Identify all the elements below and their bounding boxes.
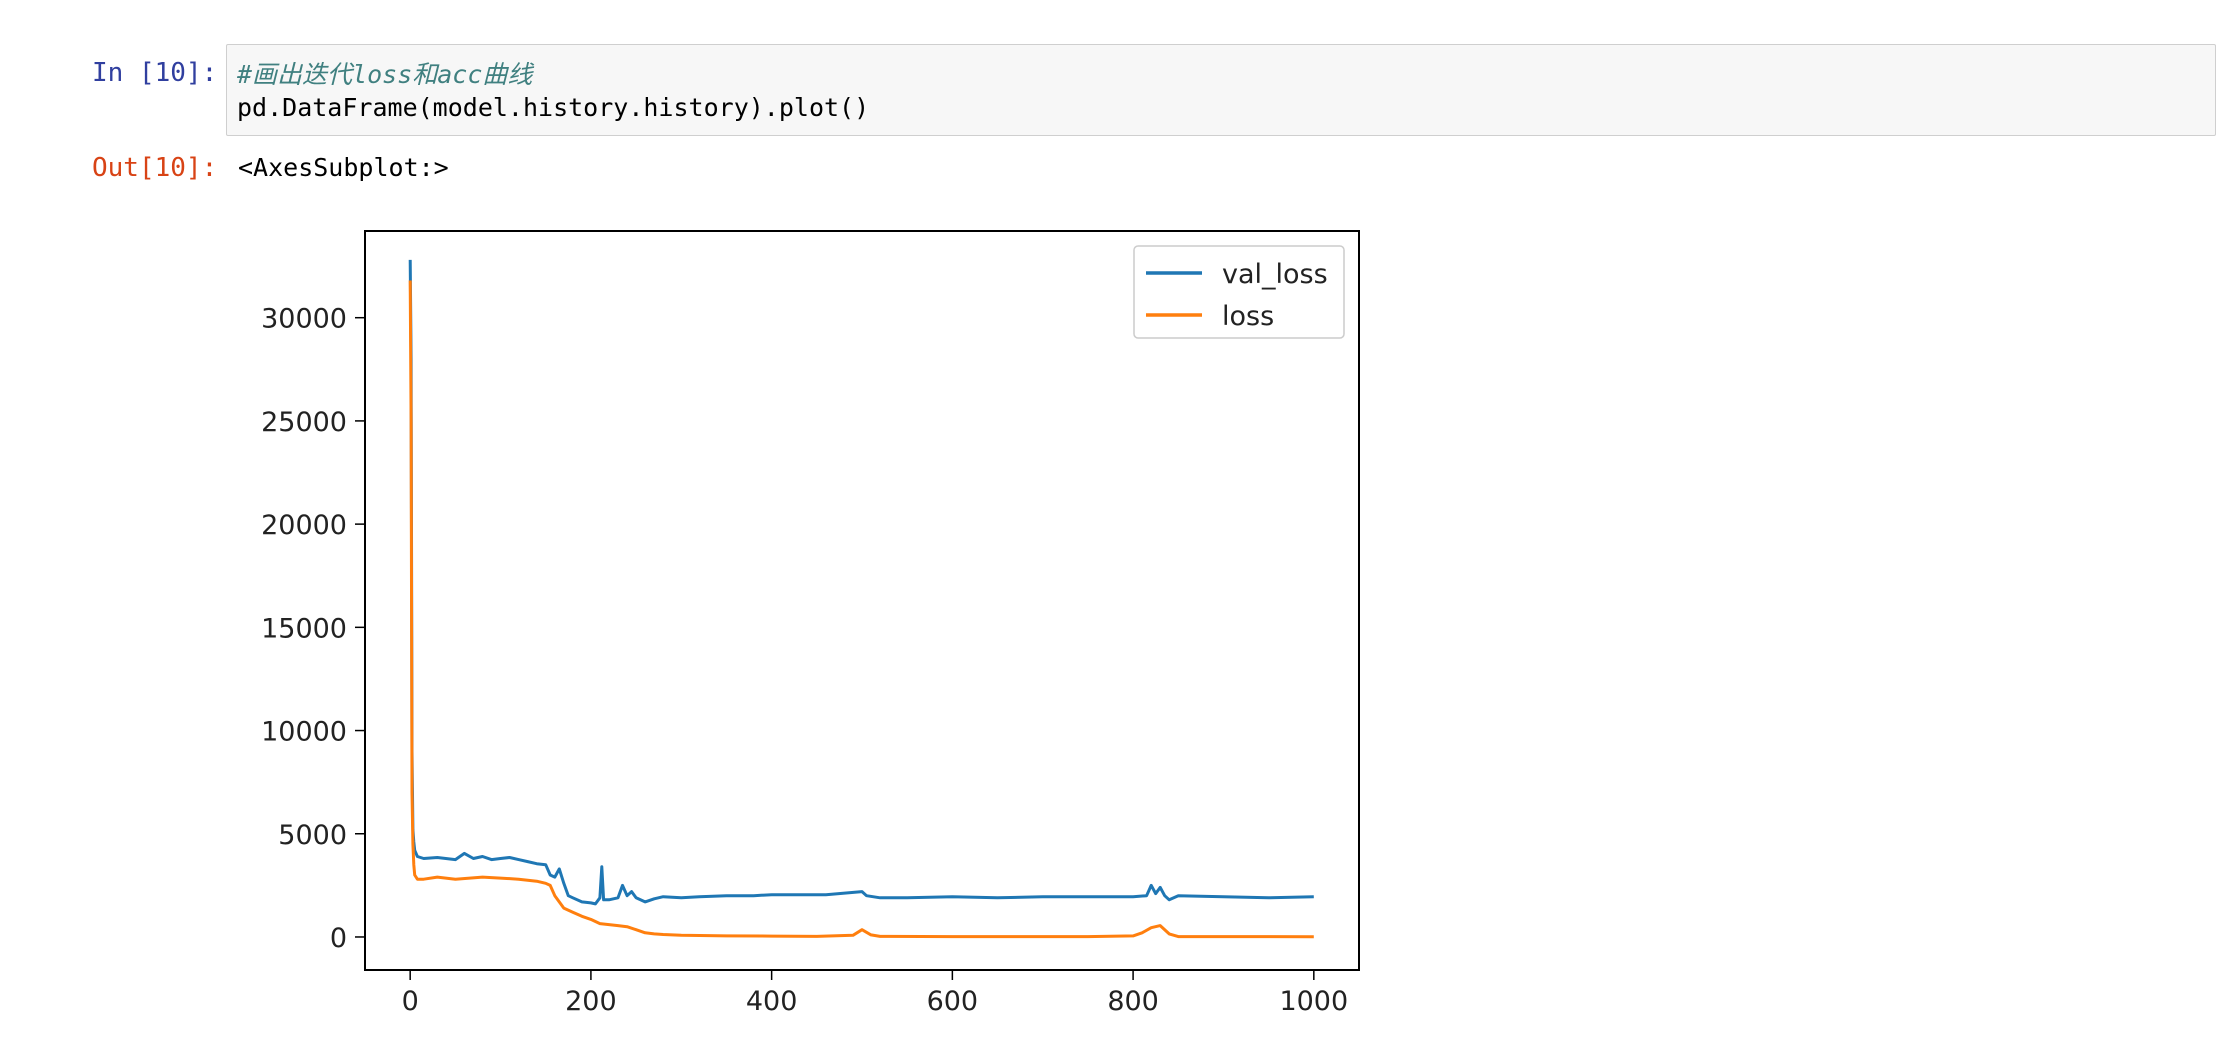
- y-tick-label: 10000: [261, 717, 347, 748]
- line-chart: 0 200 400 600 800 100005000100001500020000250…: [261, 230, 1360, 1017]
- output-repr-text: <AxesSubplot:>: [238, 153, 449, 182]
- x-tick-label: 400: [746, 986, 798, 1017]
- legend-label-loss: loss: [1222, 301, 1274, 332]
- code-comment: #画出迭代loss和acc曲线: [237, 60, 533, 89]
- x-tick-label: 800: [1107, 986, 1159, 1017]
- legend-label-val_loss: val_loss: [1222, 259, 1328, 290]
- series-line-loss: [408, 280, 1314, 939]
- plot-frame: [364, 230, 1360, 971]
- x-tick-label: 0: [402, 986, 419, 1017]
- x-tick-label: 200: [565, 986, 617, 1017]
- code-line: pd.DataFrame(model.history.history).plot…: [237, 93, 870, 122]
- y-tick-label: 5000: [278, 820, 347, 851]
- output-prompt: Out[10]:: [92, 153, 218, 183]
- y-tick-label: 30000: [261, 304, 347, 335]
- y-tick-label: 0: [330, 923, 347, 954]
- y-tick-label: 25000: [261, 407, 347, 438]
- series-line-val_loss: [408, 259, 1314, 906]
- y-tick-label: 15000: [261, 613, 347, 644]
- x-tick-label: 600: [927, 986, 979, 1017]
- code-input-area[interactable]: #画出迭代loss和acc曲线 pd.DataFrame(model.histo…: [226, 44, 2216, 136]
- y-tick-label: 20000: [261, 510, 347, 541]
- input-prompt: In [10]:: [92, 58, 218, 88]
- x-tick-label: 1000: [1279, 986, 1348, 1017]
